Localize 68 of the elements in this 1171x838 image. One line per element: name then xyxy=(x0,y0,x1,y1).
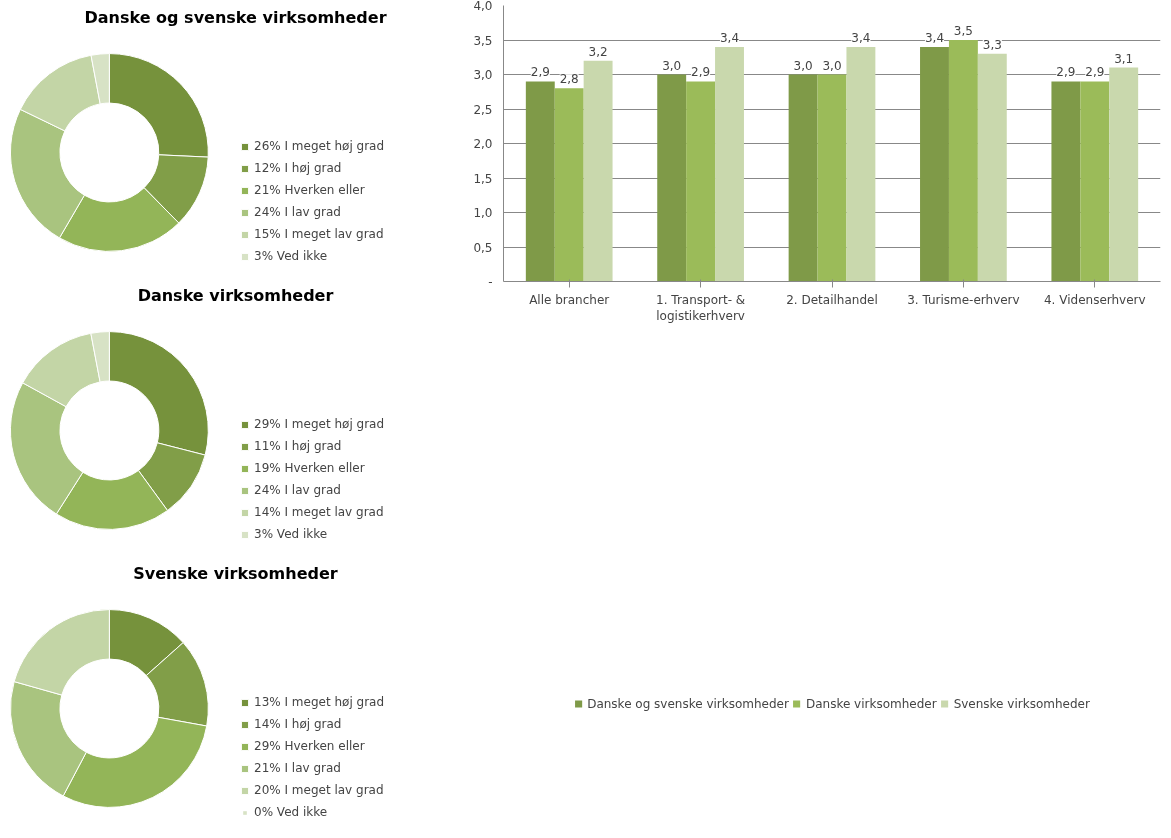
legend-label: 21% I lav grad xyxy=(254,761,341,775)
legend-label: 26% I meget høj grad xyxy=(254,139,385,153)
legend-label: 29% Hverken eller xyxy=(254,739,365,753)
bar xyxy=(686,81,716,282)
legend-label: 21% Hverken eller xyxy=(254,183,365,197)
y-tick-label: 1,0 xyxy=(473,206,493,220)
y-tick-label: 0,5 xyxy=(473,240,493,255)
bar xyxy=(817,74,847,282)
data-label: 3,1 xyxy=(1114,51,1134,66)
y-tick-label: 3,0 xyxy=(473,68,493,82)
data-label: 3,3 xyxy=(982,37,1002,52)
legend-label: Danske og svenske virksomheder xyxy=(587,696,789,711)
legend-label: 14% I meget lav grad xyxy=(254,505,384,519)
legend-label: 3% Ved ikke xyxy=(254,527,328,541)
data-label: 3,4 xyxy=(924,30,945,45)
bar xyxy=(977,53,1007,282)
data-label: 2,9 xyxy=(530,65,550,80)
data-label: 3,4 xyxy=(851,30,871,45)
legend-label: 24% I lav grad xyxy=(254,483,341,497)
data-label: 3,2 xyxy=(588,44,608,59)
chart-title: Svenske virksomheder xyxy=(133,563,338,583)
y-tick-label: 1,5 xyxy=(473,171,493,186)
bar xyxy=(1051,81,1081,282)
bar xyxy=(657,74,687,282)
data-label: 3,0 xyxy=(793,58,813,73)
data-label: 3,0 xyxy=(662,58,682,73)
legend-label: 3% Ved ikke xyxy=(254,249,328,263)
legend-label: 24% I lav grad xyxy=(254,205,341,219)
legend-label: 20% I meget lav grad xyxy=(254,783,384,797)
legend-label: 15% I meget lav grad xyxy=(254,227,384,241)
bar xyxy=(1080,81,1110,282)
x-tick-label: Alle brancher xyxy=(529,292,610,307)
bar xyxy=(554,88,584,282)
legend-label: 19% Hverken eller xyxy=(254,461,365,475)
y-tick-label: 4,0 xyxy=(473,0,493,13)
y-tick-label: 2,5 xyxy=(473,102,493,117)
legend-label: 29% I meget høj grad xyxy=(254,417,385,431)
y-tick-label: - xyxy=(488,275,493,289)
legend-label: 12% I høj grad xyxy=(254,161,342,175)
legend-label: 11% I høj grad xyxy=(254,439,342,453)
bar xyxy=(525,81,555,282)
bar xyxy=(788,74,818,282)
legend-label: 13% I meget høj grad xyxy=(254,695,385,709)
data-label: 2,9 xyxy=(1085,65,1105,80)
bar xyxy=(715,46,744,282)
bar xyxy=(920,46,949,282)
bar xyxy=(583,60,613,282)
y-tick-label: 3,5 xyxy=(473,33,493,48)
bar xyxy=(846,46,876,282)
x-tick-label: 2. Detailhandel xyxy=(786,292,878,307)
x-tick-label: 4. Videnserhverv xyxy=(1043,292,1146,307)
legend-label: Danske virksomheder xyxy=(805,696,937,711)
y-tick-label: 2,0 xyxy=(473,137,493,151)
legend-label: 14% I høj grad xyxy=(254,717,342,731)
data-label: 2,8 xyxy=(559,72,579,87)
chart-title: Danske virksomheder xyxy=(137,285,334,305)
legend-label: Svenske virksomheder xyxy=(953,696,1090,711)
data-label: 3,0 xyxy=(822,58,842,73)
bar xyxy=(948,40,978,282)
chart-title: Danske og svenske virksomheder xyxy=(84,7,387,27)
data-label: 3,5 xyxy=(953,24,973,38)
data-label: 2,9 xyxy=(1056,65,1076,80)
data-label: 2,9 xyxy=(691,65,711,80)
x-tick-label: 3. Turisme-erhverv xyxy=(907,292,1020,307)
bar xyxy=(1109,67,1139,282)
data-label: 3,4 xyxy=(719,30,740,45)
legend-label: 0% Ved ikke xyxy=(254,805,328,819)
x-tick-label: 1. Transport- & logistikerhverv xyxy=(656,292,746,324)
